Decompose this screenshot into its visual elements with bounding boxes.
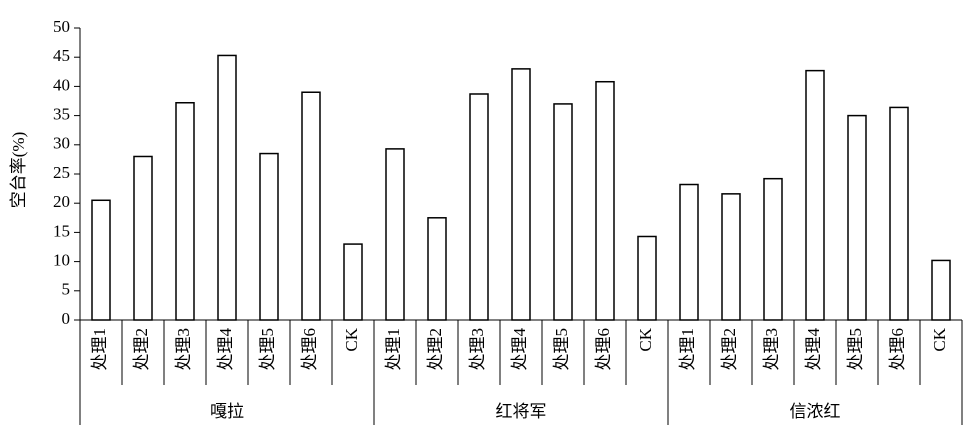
x-tick-label: 处理6 bbox=[888, 328, 907, 371]
x-tick-label: 处理1 bbox=[90, 328, 109, 371]
y-tick-label: 20 bbox=[53, 192, 70, 211]
bar bbox=[679, 183, 699, 321]
bar bbox=[469, 93, 489, 321]
x-tick-label: 处理4 bbox=[804, 328, 823, 371]
bar bbox=[931, 259, 951, 321]
y-tick-label: 5 bbox=[62, 280, 71, 299]
x-tick-label: 处理3 bbox=[762, 328, 781, 371]
bar bbox=[637, 235, 657, 321]
x-tick-label: 处理2 bbox=[720, 328, 739, 371]
y-tick-label: 50 bbox=[53, 17, 70, 36]
x-tick-label: 处理1 bbox=[384, 328, 403, 371]
x-tick-label: 处理2 bbox=[426, 328, 445, 371]
bar bbox=[553, 103, 573, 321]
bar bbox=[805, 69, 825, 321]
bar bbox=[595, 80, 615, 321]
bar bbox=[259, 152, 279, 321]
y-tick-label: 25 bbox=[53, 163, 70, 182]
y-tick-label: 10 bbox=[53, 251, 70, 270]
bar bbox=[133, 155, 153, 321]
x-tick-label: CK bbox=[636, 327, 655, 351]
x-tick-label: 处理6 bbox=[300, 328, 319, 371]
y-tick-label: 15 bbox=[53, 221, 70, 240]
x-tick-label: 处理5 bbox=[258, 328, 277, 371]
bar bbox=[301, 91, 321, 321]
group-label: 信浓红 bbox=[790, 402, 841, 421]
x-tick-label: 处理3 bbox=[468, 328, 487, 371]
x-tick-label: 处理3 bbox=[174, 328, 193, 371]
x-tick-label: CK bbox=[342, 327, 361, 351]
bar bbox=[427, 217, 447, 321]
bar bbox=[217, 54, 237, 321]
x-tick-label: 处理2 bbox=[132, 328, 151, 371]
x-tick-label: 处理1 bbox=[678, 328, 697, 371]
bar bbox=[511, 68, 531, 321]
x-tick-label: CK bbox=[930, 327, 949, 351]
x-tick-label: 处理5 bbox=[552, 328, 571, 371]
y-tick-label: 30 bbox=[53, 134, 70, 153]
bar bbox=[385, 148, 405, 321]
y-tick-label: 0 bbox=[62, 309, 71, 328]
bar bbox=[889, 106, 909, 321]
y-axis-label: 空台率(%) bbox=[9, 132, 28, 208]
group-label: 嘎拉 bbox=[210, 402, 244, 421]
x-tick-label: 处理6 bbox=[594, 328, 613, 371]
x-tick-label: 处理5 bbox=[846, 328, 865, 371]
bar bbox=[847, 114, 867, 321]
y-tick-label: 45 bbox=[53, 46, 70, 65]
bar bbox=[721, 193, 741, 321]
bar bbox=[763, 177, 783, 321]
group-label: 红将军 bbox=[496, 402, 547, 421]
bar bbox=[91, 199, 111, 321]
x-tick-label: 处理4 bbox=[510, 328, 529, 371]
bar bbox=[343, 243, 363, 321]
y-tick-label: 35 bbox=[53, 105, 70, 124]
bar bbox=[175, 102, 195, 321]
y-tick-label: 40 bbox=[53, 75, 70, 94]
x-tick-label: 处理4 bbox=[216, 328, 235, 371]
